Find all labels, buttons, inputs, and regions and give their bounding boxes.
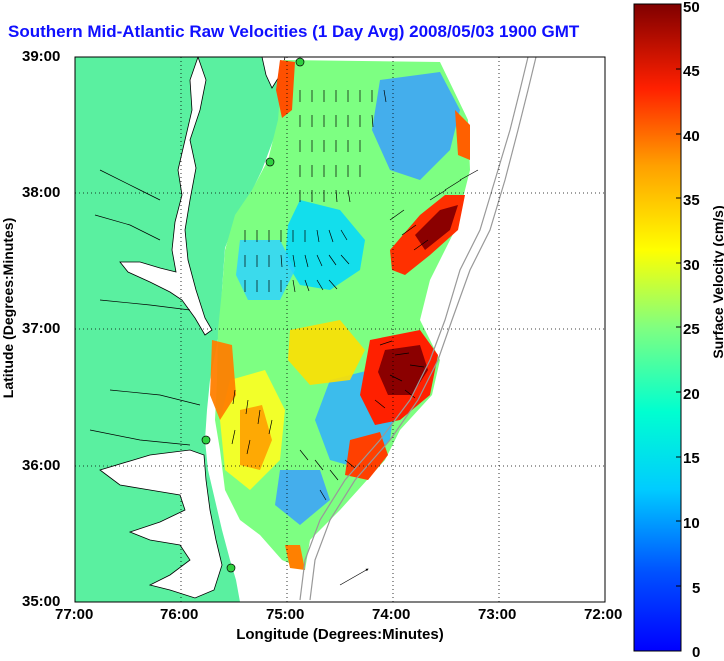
colorbar bbox=[633, 3, 682, 652]
x-tick-label: 77:00 bbox=[55, 606, 94, 623]
x-axis-label: Longitude (Degrees:Minutes) bbox=[236, 626, 444, 643]
colorbar-tick: 0 bbox=[692, 644, 701, 661]
colorbar-tick: 30 bbox=[683, 257, 700, 274]
colorbar-tick: 10 bbox=[683, 515, 700, 532]
y-tick-label: 38:00 bbox=[22, 184, 61, 201]
colorbar-tick: 25 bbox=[683, 321, 700, 338]
chesapeake-bay bbox=[119, 57, 213, 336]
plot-frame bbox=[74, 56, 606, 603]
x-tick-label: 75:00 bbox=[266, 606, 305, 623]
station-marker bbox=[226, 563, 236, 573]
delaware-bay bbox=[261, 57, 286, 89]
grid-lines bbox=[75, 57, 605, 602]
station-marker bbox=[265, 157, 275, 167]
pamlico-sound bbox=[99, 449, 223, 599]
y-tick-label: 36:00 bbox=[22, 457, 61, 474]
station-marker bbox=[201, 435, 211, 445]
x-tick-label: 74:00 bbox=[372, 606, 411, 623]
x-tick-label: 76:00 bbox=[160, 606, 199, 623]
colorbar-tick: 45 bbox=[683, 63, 700, 80]
x-tick-label: 73:00 bbox=[478, 606, 517, 623]
y-tick-label: 35:00 bbox=[22, 593, 61, 610]
colorbar-tick: 20 bbox=[683, 386, 700, 403]
colorbar-tick: 40 bbox=[683, 128, 700, 145]
colorbar-tick: 35 bbox=[683, 192, 700, 209]
y-tick-label: 39:00 bbox=[22, 48, 61, 65]
station-marker bbox=[295, 57, 305, 67]
velocity-arrows bbox=[231, 89, 479, 586]
colorbar-tick: 50 bbox=[683, 0, 700, 16]
y-tick-label: 37:00 bbox=[22, 320, 61, 337]
colorbar-tick: 5 bbox=[692, 580, 701, 597]
colorbar-tick: 15 bbox=[683, 450, 700, 467]
map-title: Southern Mid-Atlantic Raw Velocities (1 … bbox=[8, 22, 580, 41]
x-tick-label: 72:00 bbox=[584, 606, 623, 623]
